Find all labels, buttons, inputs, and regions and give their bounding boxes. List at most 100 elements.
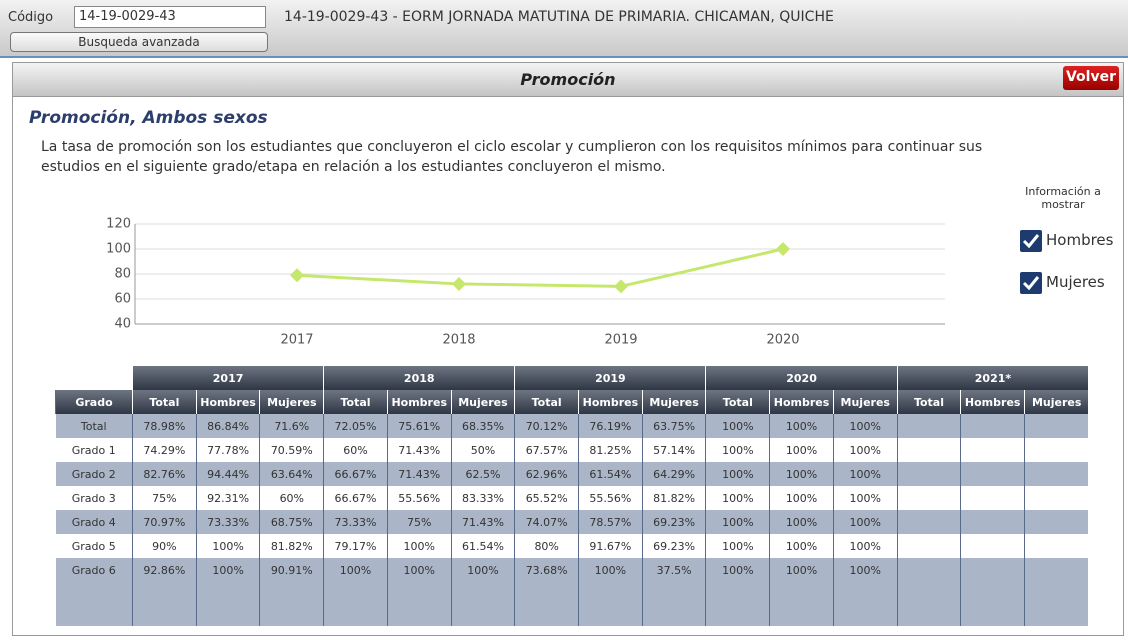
panel-title: Promoción xyxy=(520,70,616,89)
options-title: Información a mostrar xyxy=(1025,185,1101,211)
cell: 60% xyxy=(323,438,388,462)
cell: 100% xyxy=(832,534,898,558)
header-cell: Hombres xyxy=(960,390,1025,414)
cell: 90.91% xyxy=(259,558,324,582)
cell: 100% xyxy=(832,438,898,462)
header-cell: Total xyxy=(323,390,388,414)
cell: 66.67% xyxy=(323,486,388,510)
cell: 70.97% xyxy=(132,510,197,534)
cell: 100% xyxy=(832,558,898,582)
header-cell: Total xyxy=(705,390,770,414)
cell xyxy=(960,414,1025,438)
cell: 77.78% xyxy=(195,438,260,462)
cell: 80% xyxy=(514,534,579,558)
cell: Grado 3 xyxy=(71,491,116,505)
cell: Grado 6 xyxy=(55,558,133,582)
cell: 78.57% xyxy=(578,510,643,534)
cell xyxy=(1024,414,1089,438)
table-row: Grado 2 82.76% 94.44% 63.64% 66.67% 71.43% 62.… xyxy=(55,462,1089,486)
header-cell xyxy=(56,366,133,390)
y-tick-label: 100 xyxy=(106,242,131,257)
table-row: Grado 6 92.86% 100% 90.91% 100% 100% 100% 73.68… xyxy=(55,558,1089,582)
cell: 100% xyxy=(769,534,834,558)
cell: Grado 1 xyxy=(71,443,116,457)
chart: 40 60 80 100 120 2017 2018 2019 2020 xyxy=(106,217,945,348)
cell: 69.23% xyxy=(641,534,706,558)
cell: 100% xyxy=(195,534,260,558)
cell: 62.5% xyxy=(450,462,515,486)
header-cell: Mujeres xyxy=(832,390,898,414)
cell xyxy=(896,486,961,510)
table-row: Total 78.98% 86.84% 71.6% 72.05% 75.61% 68.35%… xyxy=(55,414,1089,438)
cell: 100% xyxy=(386,558,452,582)
cell xyxy=(132,582,197,626)
checkbox[interactable] xyxy=(1020,230,1042,252)
data-table: 2017 2018 2019 2020 2021* Grado Total Hombres Mu… xyxy=(55,366,1089,626)
cell: 61.54% xyxy=(450,534,515,558)
cell: 100% xyxy=(705,414,770,438)
header-cell: 2020 xyxy=(705,366,898,390)
cell: 86.84% xyxy=(195,414,260,438)
school-name: 14-19-0029-43 - EORM JORNADA MATUTINA DE… xyxy=(284,9,834,25)
header-cell: Total xyxy=(132,390,197,414)
cell: 74.07% xyxy=(514,510,579,534)
y-tick-label: 80 xyxy=(114,267,131,282)
cell: 72.05% xyxy=(323,414,388,438)
cell: 100% xyxy=(578,558,643,582)
cell: 100% xyxy=(705,510,770,534)
y-tick-label: 60 xyxy=(114,292,131,307)
header-cell: Grado xyxy=(55,390,133,414)
header-cell: Hombres xyxy=(195,390,260,414)
cell xyxy=(323,582,388,626)
cell: 100% xyxy=(769,510,834,534)
table-row: Grado Total Hombres Mujeres Total Hombres Muje… xyxy=(55,390,1089,414)
cell: 79.17% xyxy=(323,534,388,558)
cell: 100% xyxy=(832,462,898,486)
cell: 90% xyxy=(132,534,197,558)
cell: 71.6% xyxy=(259,414,324,438)
cell xyxy=(960,558,1025,582)
back-button[interactable]: Volver xyxy=(1063,66,1119,90)
advanced-search-button[interactable]: Busqueda avanzada xyxy=(10,32,268,52)
cell: 68.35% xyxy=(450,414,515,438)
cell xyxy=(896,582,961,626)
cell xyxy=(960,462,1025,486)
cell: 100% xyxy=(832,414,898,438)
cell xyxy=(960,438,1025,462)
cell: 75% xyxy=(132,486,197,510)
cell xyxy=(259,582,324,626)
checkbox[interactable] xyxy=(1020,272,1042,294)
cell: 83.33% xyxy=(450,486,515,510)
cell: 92.86% xyxy=(132,558,197,582)
header-cell: Mujeres xyxy=(450,390,515,414)
cell: 37.5% xyxy=(641,558,706,582)
cell: 100% xyxy=(832,510,898,534)
cell: 100% xyxy=(705,462,770,486)
cell xyxy=(1024,510,1089,534)
cell xyxy=(1024,486,1089,510)
cell xyxy=(769,582,834,626)
cell: 100% xyxy=(386,534,452,558)
cell: 81.25% xyxy=(578,438,643,462)
cell xyxy=(1024,558,1089,582)
cell: 100% xyxy=(450,558,515,582)
checkbox-label: Mujeres xyxy=(1046,273,1105,291)
cell: 66.67% xyxy=(323,462,388,486)
cell xyxy=(896,414,961,438)
cell xyxy=(195,582,260,626)
code-input[interactable]: 14-19-0029-43 xyxy=(74,6,266,28)
cell: 100% xyxy=(769,414,834,438)
cell: 78.98% xyxy=(132,414,197,438)
checkbox-label: Hombres xyxy=(1046,231,1114,249)
section-title: Promoción, Ambos sexos xyxy=(29,108,268,128)
cell xyxy=(641,582,706,626)
cell: 94.44% xyxy=(195,462,260,486)
cell xyxy=(960,486,1025,510)
cell xyxy=(896,558,961,582)
marker xyxy=(776,242,790,256)
cell xyxy=(55,582,133,626)
cell: Grado 5 xyxy=(71,539,116,553)
cell xyxy=(578,582,643,626)
cell: 100% xyxy=(769,438,834,462)
